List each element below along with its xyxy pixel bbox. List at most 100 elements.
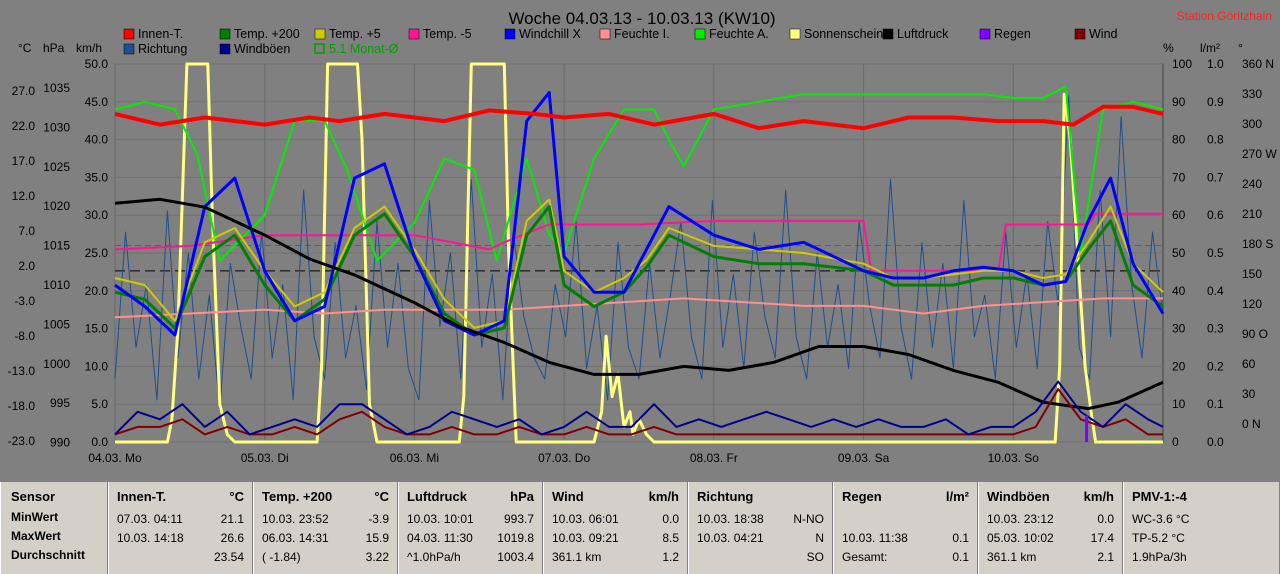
stats-block-title: Windböen (987, 489, 1050, 504)
wind-tick-label: 45.0 (85, 95, 109, 109)
series-line-wind (114, 388, 1163, 436)
legend-label: Windböen (234, 42, 290, 56)
stats-row: 10.03. 14:18 26.6 (117, 531, 244, 550)
stats-cell-label: 10.03. 06:01 (552, 512, 619, 526)
unit-lm2: l/m² (1200, 41, 1220, 55)
x-tick-label: 08.03. Fr (690, 451, 738, 465)
stats-block-unit: °C (374, 489, 389, 504)
humidity-tick-label: 60 (1172, 208, 1186, 222)
chart-series (114, 62, 1165, 444)
pressure-tick-label: 1005 (43, 317, 70, 331)
unit-hpa: hPa (43, 41, 65, 55)
chart-legend: Innen-T. Temp. +200 Temp. +5 Temp. -5 Windch… (123, 27, 1118, 56)
temp-tick-label: -13.0 (8, 364, 36, 378)
temp-tick-label: -8.0 (14, 329, 35, 343)
stats-cell-label: 10.03. 09:21 (552, 531, 619, 545)
pressure-tick-label: 1030 (43, 120, 70, 134)
pressure-tick-label: 995 (50, 396, 70, 410)
pressure-tick-label: 1010 (43, 278, 70, 292)
stats-block-unit: hPa (510, 489, 534, 504)
stats-cell-label: ^1.0hPa/h (407, 550, 461, 564)
rain-tick-label: 0.7 (1207, 170, 1224, 184)
direction-tick-label: 150 (1242, 267, 1262, 281)
legend-swatch (789, 28, 801, 40)
stats-cell-value: 3.22 (365, 550, 389, 564)
stats-cell-label: 07.03. 04:11 (117, 512, 183, 526)
direction-tick-label: 30 (1242, 387, 1256, 401)
wind-tick-label: 20.0 (85, 284, 109, 298)
wind-tick-label: 10.0 (85, 359, 109, 373)
legend-swatch (504, 28, 516, 40)
direction-tick-label: 240 (1242, 177, 1262, 191)
pressure-tick-label: 1020 (43, 199, 70, 213)
legend-label: 5.1 Monat-Ø (329, 42, 399, 56)
stats-cell-value: 0.1 (952, 550, 969, 564)
stats-cell-label: 10.03. 14:18 (117, 531, 184, 545)
humidity-tick-label: 40 (1172, 284, 1186, 298)
temp-tick-label: 12.0 (12, 189, 36, 203)
stats-block: Luftdruck hPa 10.03. 10:01 993.7 04.03. 11:3… (398, 482, 543, 574)
stats-cell-value: 23.54 (213, 550, 244, 564)
stats-row: 361.1 km 1.2 (552, 550, 679, 569)
stats-cell-value: 1003.4 (497, 550, 534, 564)
stats-cell-label: 10.03. 18:38 (697, 512, 764, 526)
stats-block-title: Richtung (697, 489, 754, 504)
stats-cell-value: -3.9 (368, 512, 389, 526)
stats-row: ^1.0hPa/h 1003.4 (407, 550, 534, 569)
rain-tick-label: 0.5 (1207, 246, 1224, 260)
direction-tick-label: 90 O (1242, 327, 1268, 341)
stats-block-unit: km/h (648, 489, 679, 504)
stats-row: 10.03. 09:21 8.5 (552, 531, 679, 550)
legend-swatch (1074, 28, 1086, 40)
chart-title: Woche 04.03.13 - 10.03.13 (KW10) (508, 9, 775, 28)
humidity-tick-label: 50 (1172, 246, 1186, 260)
direction-tick-label: 120 (1242, 297, 1262, 311)
stats-cell-value: 21.1 (220, 512, 244, 526)
x-tick-label: 05.03. Di (241, 451, 289, 465)
legend-label: Luftdruck (897, 27, 949, 41)
stats-block: Richtung 10.03. 18:38 N-NO 10.03. 04:21 N SO (688, 482, 833, 574)
legend-label: Feuchte I. (614, 27, 670, 41)
wind-tick-label: 40.0 (85, 133, 109, 147)
legend-label: Richtung (138, 42, 187, 56)
legend-label: Sonnenschein (804, 27, 883, 41)
stats-cell-label: TP-5.2 °C (1132, 531, 1185, 545)
stats-cell-label: WC-3.6 °C (1132, 512, 1190, 526)
stats-cell-value: N-NO (793, 512, 824, 526)
legend-label: Windchill X (519, 27, 581, 41)
row-label-min: MinWert (11, 510, 59, 524)
legend-label: Temp. +200 (234, 27, 300, 41)
stats-block: Temp. +200 °C 10.03. 23:52 -3.9 06.03. 14:31… (253, 482, 398, 574)
rain-tick-label: 0.6 (1207, 208, 1224, 222)
series-line-sonne (115, 62, 1163, 444)
x-tick-label: 06.03. Mi (390, 451, 439, 465)
rain-tick-label: 0.4 (1207, 284, 1224, 298)
series-line-windchill (114, 91, 1165, 337)
legend-swatch (219, 28, 231, 40)
direction-tick-label: 360 N (1242, 57, 1274, 71)
stats-row: 04.03. 11:30 1019.8 (407, 531, 534, 550)
stats-block: Windböen km/h 10.03. 23:12 0.0 05.03. 10:02 1… (978, 482, 1123, 574)
statistics-panel: Sensor MinWert MaxWert Durchschnitt Inne… (0, 482, 1280, 574)
legend-swatch (314, 28, 326, 40)
stats-row: 10.03. 04:21 N (697, 531, 824, 550)
temp-tick-label: 2.0 (18, 259, 35, 273)
stats-row: 07.03. 04:11 21.1 (117, 512, 244, 531)
stats-block-title: Wind (552, 489, 584, 504)
series-line-druck (114, 197, 1164, 411)
stats-block-title: Temp. +200 (262, 489, 333, 504)
stats-row: 23.54 (117, 550, 244, 569)
stats-cell-value: 0.0 (662, 512, 679, 526)
stats-cell-value: SO (806, 550, 824, 564)
temp-tick-label: 7.0 (18, 224, 35, 238)
temp-tick-label: 22.0 (12, 119, 36, 133)
stats-cell-label: 361.1 km (987, 550, 1037, 564)
station-name: Station Göritzhain (1177, 9, 1272, 23)
series-line-boeen (114, 380, 1164, 436)
stats-cell-value: 15.9 (365, 531, 389, 545)
legend-label: Innen-T. (138, 27, 183, 41)
series-line-feuchtea (114, 85, 1164, 262)
stats-row: 10.03. 23:52 -3.9 (262, 512, 389, 531)
humidity-tick-label: 0 (1172, 435, 1179, 449)
stats-row: Gesamt: 0.1 (842, 550, 969, 569)
